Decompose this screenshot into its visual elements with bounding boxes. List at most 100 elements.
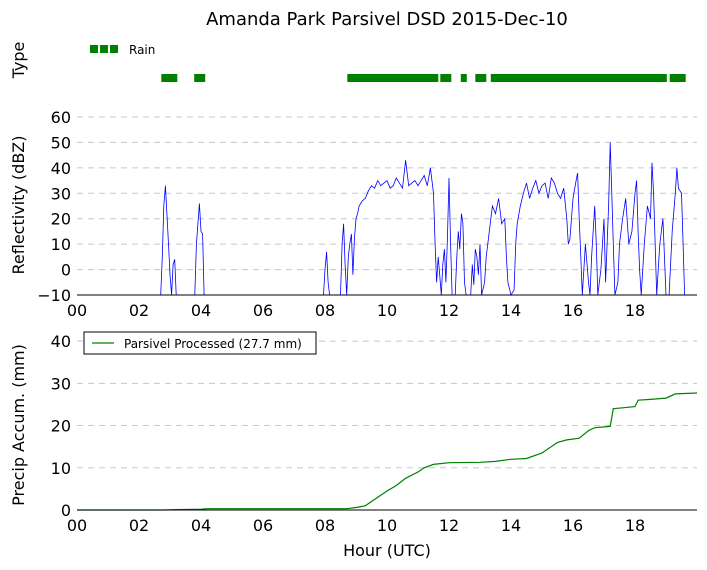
rain-marker [674, 74, 681, 82]
reflectivity-y-tick-label: 60 [51, 108, 71, 127]
accumulation-grid [77, 340, 697, 469]
reflectivity-x-tick-label: 14 [501, 301, 521, 320]
rain-marker [357, 74, 364, 82]
reflectivity-x-tick-label: 08 [315, 301, 335, 320]
rain-marker [645, 74, 652, 82]
accumulation-legend-label: Parsivel Processed (27.7 mm) [124, 337, 302, 351]
type-legend-marker [110, 45, 118, 53]
accumulation-y-tick-label: 40 [51, 332, 71, 351]
type-panel: Type Rain [9, 42, 686, 82]
accumulation-x-tick-label: 14 [501, 516, 521, 535]
rain-marker [367, 74, 374, 82]
rain-marker [372, 74, 379, 82]
accumulation-x-tick-label: 04 [191, 516, 211, 535]
rain-marker [620, 74, 627, 82]
rain-marker [650, 74, 657, 82]
accumulation-xlabel: Hour (UTC) [343, 541, 431, 560]
reflectivity-y-tick-label: 30 [51, 184, 71, 203]
accumulation-y-tick-label: 0 [61, 501, 71, 520]
accumulation-legend-box [83, 331, 317, 355]
rain-marker [585, 74, 592, 82]
accumulation-x-tick-label: 06 [253, 516, 273, 535]
rain-marker [580, 74, 587, 82]
accumulation-x-tick-label: 12 [439, 516, 459, 535]
rain-marker [362, 74, 369, 82]
accumulation-x-ticks: 00 02 04 06 08 10 12 14 16 18 [67, 516, 645, 535]
rain-marker [635, 74, 642, 82]
reflectivity-y-ticks: −10 0 10 20 30 40 50 60 [37, 108, 71, 305]
accumulation-panel: 0 10 20 30 40 00 02 04 06 08 10 12 14 16 18 Precip Ac… [9, 331, 698, 560]
rain-marker [565, 74, 572, 82]
rain-marker [171, 74, 178, 82]
rain-marker [199, 74, 206, 82]
rain-marker [480, 74, 487, 82]
rain-marker [161, 74, 168, 82]
rain-marker [530, 74, 537, 82]
reflectivity-x-tick-label: 18 [625, 301, 645, 320]
reflectivity-x-tick-label: 12 [439, 301, 459, 320]
reflectivity-grid [77, 116, 697, 271]
reflectivity-ylabel: Reflectivity (dBZ) [9, 136, 28, 275]
reflectivity-x-tick-label: 16 [563, 301, 583, 320]
rain-marker [382, 74, 389, 82]
rain-marker [555, 74, 562, 82]
rain-marker [510, 74, 517, 82]
rain-marker [432, 74, 439, 82]
rain-marker [595, 74, 602, 82]
reflectivity-y-tick-label: 10 [51, 235, 71, 254]
rain-marker [655, 74, 662, 82]
rain-marker [460, 74, 467, 82]
rain-marker [422, 74, 429, 82]
reflectivity-x-ticks: 00 02 04 06 08 10 12 14 16 18 [67, 301, 645, 320]
accumulation-x-tick-label: 00 [67, 516, 87, 535]
rain-marker [445, 74, 452, 82]
rain-marker [166, 74, 173, 82]
accumulation-x-tick-label: 18 [625, 516, 645, 535]
accumulation-y-tick-label: 20 [51, 417, 71, 436]
rain-markers [161, 74, 686, 82]
rain-marker [590, 74, 597, 82]
rain-marker [475, 74, 482, 82]
accumulation-x-tick-label: 02 [129, 516, 149, 535]
rain-marker [407, 74, 414, 82]
reflectivity-y-tick-label: 50 [51, 133, 71, 152]
reflectivity-panel: −10 0 10 20 30 40 50 60 00 02 04 06 08 10 12 14 16 18 Re… [9, 108, 697, 320]
reflectivity-x-tick-label: 06 [253, 301, 273, 320]
rain-marker [392, 74, 399, 82]
rain-marker [520, 74, 527, 82]
rain-marker [570, 74, 577, 82]
rain-marker [347, 74, 354, 82]
accumulation-legend: Parsivel Processed (27.7 mm) [83, 331, 317, 355]
type-legend-marker [90, 45, 98, 53]
accumulation-series [77, 392, 698, 511]
reflectivity-y-tick-label: 40 [51, 159, 71, 178]
rain-marker [630, 74, 637, 82]
type-ylabel: Type [9, 42, 28, 80]
type-legend-label: Rain [129, 43, 155, 57]
rain-marker [402, 74, 409, 82]
accumulation-y-tick-label: 10 [51, 459, 71, 478]
reflectivity-x-tick-label: 00 [67, 301, 87, 320]
rain-marker [440, 74, 447, 82]
type-legend: Rain [90, 43, 155, 57]
rain-marker [560, 74, 567, 82]
reflectivity-series [77, 142, 697, 297]
rain-marker [500, 74, 507, 82]
rain-marker [640, 74, 647, 82]
rain-marker [679, 74, 686, 82]
reflectivity-y-tick-label: −10 [37, 286, 71, 305]
accumulation-ylabel: Precip Accum. (mm) [9, 344, 28, 506]
rain-marker [505, 74, 512, 82]
accumulation-x-tick-label: 10 [377, 516, 397, 535]
rain-marker [660, 74, 667, 82]
rain-marker [194, 74, 201, 82]
reflectivity-y-tick-label: 0 [61, 261, 71, 280]
rain-marker [377, 74, 384, 82]
rain-marker [545, 74, 552, 82]
accumulation-y-tick-label: 30 [51, 374, 71, 393]
rain-marker [427, 74, 434, 82]
accumulation-x-tick-label: 08 [315, 516, 335, 535]
rain-marker [495, 74, 502, 82]
rain-marker [417, 74, 424, 82]
